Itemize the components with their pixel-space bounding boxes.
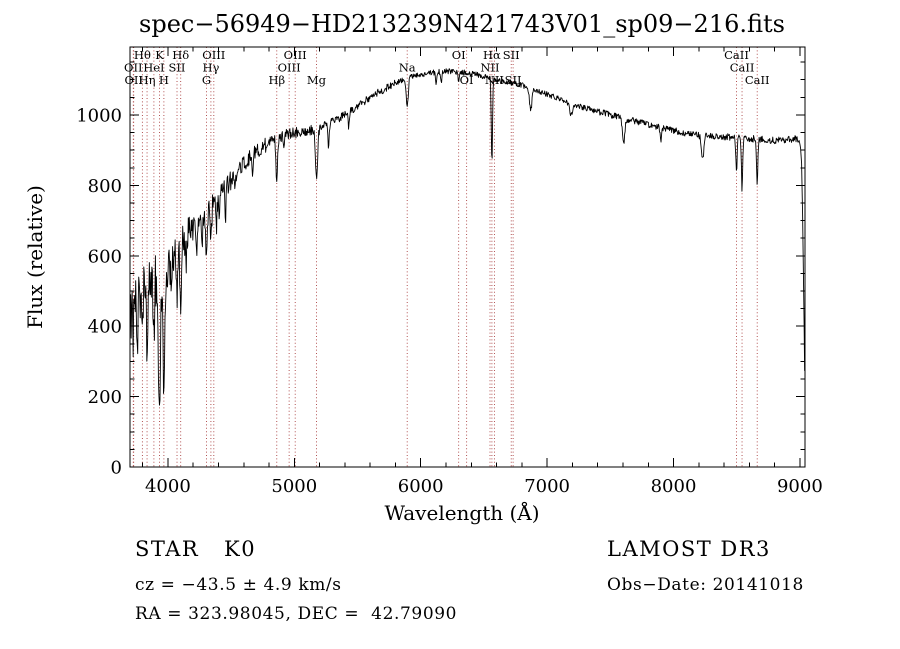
line-label-SII-6731: SII (505, 73, 522, 87)
line-label-OIII-5007: OIII (284, 48, 307, 62)
survey-release: LAMOST DR3 (607, 537, 771, 561)
spectral-line-markers (132, 47, 758, 467)
line-label-OII-3726: OII (124, 61, 143, 75)
y-tick-label: 200 (88, 387, 122, 408)
object-class: STAR (135, 537, 199, 561)
x-tick-label: 6000 (398, 476, 444, 497)
y-axis-label: Flux (relative) (23, 185, 47, 329)
line-label-Hγ-4340: Hγ (202, 61, 219, 75)
y-tick-label: 400 (88, 317, 122, 338)
plot-frame (129, 46, 806, 468)
line-label-NII-6548: NII (480, 61, 499, 75)
line-label-H-3968: H (159, 73, 169, 87)
line-label-Na-5893: Na (399, 61, 416, 75)
line-label-Mg-5175: Mg (307, 73, 327, 87)
line-label-Hδ-4101: Hδ (172, 48, 189, 62)
line-label-OII-3729: OII (124, 73, 143, 87)
x-tick-label: 8000 (651, 476, 697, 497)
x-tick-label: 5000 (271, 476, 317, 497)
radial-velocity: cz = −43.5 ± 4.9 km/s (135, 575, 342, 595)
line-label-OIII-4363: OIII (202, 48, 225, 62)
y-tick-label: 1000 (76, 105, 122, 126)
line-label-SII-4072: SII (169, 61, 186, 75)
line-label-Hθ-3798: Hθ (134, 48, 151, 62)
y-tick-label: 600 (88, 246, 122, 267)
spectrum-trace (130, 68, 805, 406)
plot-title: spec−56949−HD213239N421743V01_sp09−216.f… (139, 10, 785, 38)
line-label-G-4305: G (202, 73, 211, 87)
x-tick-label: 4000 (145, 476, 191, 497)
line-label-OI-6300: OI (452, 48, 466, 62)
axes-frame (129, 46, 806, 468)
line-label-OIII-4959: OIII (278, 61, 301, 75)
line-label-Hη-3835: Hη (139, 73, 156, 87)
obs-date: Obs−Date: 20141018 (607, 575, 804, 595)
line-label-CaII-8498: CaII (724, 48, 749, 62)
line-label-SII-6716: SII (503, 48, 520, 62)
x-axis-label: Wavelength (Å) (384, 500, 539, 525)
line-label-CaII-8542: CaII (730, 61, 755, 75)
object-subclass: K0 (224, 537, 256, 561)
line-label-K-3933: K (155, 48, 164, 62)
tick-labels: 4000 5000 6000 7000 8000 9000 0 200 400 600 800 100… (76, 105, 823, 497)
spectrum-line (130, 68, 805, 406)
axis-ticks (130, 47, 805, 468)
y-tick-label: 0 (111, 458, 122, 479)
line-label-OI-6363: OI (460, 73, 474, 87)
line-label-Hα-6563: Hα (483, 48, 501, 62)
line-label-NII-6583: NII (485, 73, 504, 87)
line-label-CaII-8662: CaII (745, 73, 770, 87)
x-tick-label: 9000 (777, 476, 823, 497)
x-tick-label: 7000 (524, 476, 570, 497)
y-tick-label: 800 (88, 176, 122, 197)
line-label-HeI-3889: HeI (143, 61, 164, 75)
line-label-Hβ-4861: Hβ (268, 73, 285, 87)
coordinates: RA = 323.98045, DEC = 42.79090 (135, 604, 457, 624)
